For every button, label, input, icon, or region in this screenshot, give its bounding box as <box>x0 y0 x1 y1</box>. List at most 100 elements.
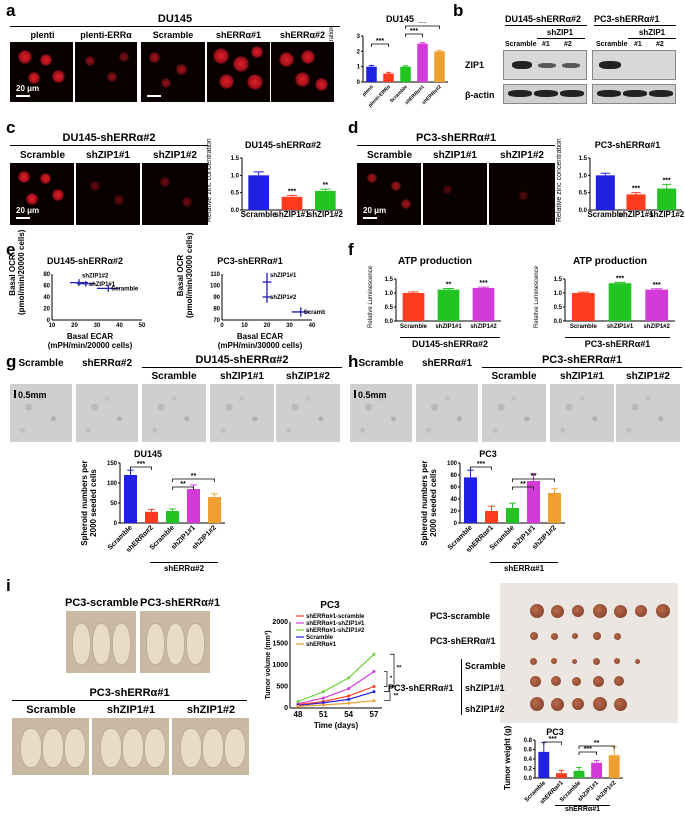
panel-e-right-xlabel: Basal ECAR (mPH/min/30000 cells) <box>217 332 303 350</box>
y-tick-label: 1500 <box>272 641 288 648</box>
spheroid-image <box>550 384 614 442</box>
x-tick-label: 40 <box>309 323 316 328</box>
tumor-specimen <box>614 658 620 664</box>
significance-label: *** <box>549 736 557 743</box>
tumor-specimen <box>593 657 600 665</box>
chart-i2: 0.00.20.40.60.8ScrambleshERRα#1Scrambles… <box>524 736 623 806</box>
panel-d-ylabel: Relative zinc concentration <box>556 138 563 222</box>
panel-g-xgroup: shERRα#2 <box>163 564 205 573</box>
chart-f2: 0.0 0.5 1.0 1.5 Scramble shZIP1#1 shZIP1#2 *** *… <box>554 275 675 330</box>
significance-label: *** <box>663 177 671 184</box>
significance-bracket <box>578 745 615 749</box>
western-blot-zip1 <box>503 50 587 80</box>
x-tick-label: shZIP1#1 <box>607 324 634 330</box>
spheroid-image: 0.5mm <box>350 384 412 442</box>
bar <box>472 287 495 321</box>
y-tick-label: 1.5 <box>554 277 563 283</box>
y-tick-label: 500 <box>276 684 288 691</box>
panel-h-group: PC3-shERRα#1 <box>541 354 623 366</box>
fluorescence-image <box>141 42 205 102</box>
panel-label-c: c <box>6 118 16 137</box>
significance-label: ** <box>323 182 329 189</box>
significance-label: ** <box>446 282 452 289</box>
y-tick-label: 1.0 <box>231 173 240 179</box>
y-tick-label: 0.0 <box>231 208 240 214</box>
significance-label: ** <box>394 693 399 699</box>
panel-a-image-label: shERRα#2 <box>279 30 326 40</box>
y-tick-label: 0.6 <box>524 748 533 754</box>
chart-e1: 10 20 30 40 50 0 20 40 60 80 shZIP1#2 shZIP1#1Scram… <box>43 272 146 328</box>
panel-g-image-label: shZIP1#1 <box>220 371 264 382</box>
y-tick-label: 2 <box>357 49 361 55</box>
y-tick-label: 2000 <box>272 619 288 626</box>
y-tick-label: 60 <box>450 485 457 491</box>
bar <box>463 477 478 523</box>
tumor-specimen <box>551 632 558 640</box>
mouse-photo <box>66 611 136 673</box>
y-tick-label: 3 <box>357 34 361 40</box>
lane-label: #2 <box>656 41 664 48</box>
y-tick-label: 0 <box>454 521 458 527</box>
x-tick-label: 30 <box>94 323 101 328</box>
y-tick-label: 0.0 <box>579 208 588 214</box>
x-tick-label: 51 <box>319 710 328 719</box>
fluorescence-image <box>76 163 140 225</box>
tumor-specimen <box>656 604 670 618</box>
x-tick-label: shZIP1#2 <box>643 324 670 330</box>
panel-e-left-ylabel: Basal OCR (pmol/min/20000 cells) <box>8 229 26 315</box>
western-blot-actin <box>592 84 676 104</box>
tumor-specimen <box>614 697 627 711</box>
x-tick-label: 40 <box>116 323 123 328</box>
bar <box>417 43 428 82</box>
tumor-specimen <box>593 632 601 640</box>
panel-c-chart-title: DU145-shERRα#2 <box>244 140 322 150</box>
bar <box>657 188 677 210</box>
significance-label: *** <box>479 280 487 287</box>
x-tick-label: 10 <box>49 323 56 328</box>
y-tick-label: 0 <box>114 521 118 527</box>
panel-b-group2: PC3-shERRα#1 <box>594 14 660 24</box>
y-tick-label: 40 <box>450 497 457 503</box>
bar <box>186 489 201 523</box>
panel-label-f: f <box>348 240 354 259</box>
panel-label-h: h <box>348 352 359 371</box>
tumor-specimen <box>593 675 604 687</box>
tumor-label: PC3-scramble <box>430 611 491 621</box>
significance-bracket <box>578 751 597 755</box>
point-label: Scramble <box>304 310 325 316</box>
x-tick-label: 30 <box>286 323 293 328</box>
y-tick-label: 0.4 <box>524 757 533 763</box>
tumor-specimen <box>614 604 627 618</box>
y-tick-label: 0 <box>357 80 361 86</box>
panel-i-weight-title: PC3 <box>546 727 564 737</box>
significance-label: *** <box>584 746 592 753</box>
mouse-photo <box>92 718 169 775</box>
legend-label: shERRα#1-scramble <box>306 614 365 620</box>
significance-bracket <box>384 691 391 702</box>
x-tick-label: 20 <box>71 323 78 328</box>
x-tick-label: 54 <box>344 710 353 719</box>
y-tick-label: 90 <box>213 295 220 301</box>
bar <box>608 283 632 321</box>
panel-d-title: PC3-shERRα#1 <box>415 132 497 144</box>
bar <box>400 66 411 82</box>
y-tick-label: 20 <box>43 307 50 313</box>
tumor-specimen <box>593 604 607 618</box>
y-tick-label: 0.2 <box>524 767 533 773</box>
tumor-label: shZIP1#1 <box>465 683 505 693</box>
data-point <box>372 685 376 688</box>
data-point <box>321 703 325 707</box>
panel-h-xgroup: shERRα#1 <box>503 564 545 573</box>
panel-h-image-label: Scramble <box>491 371 537 382</box>
data-point <box>347 701 351 705</box>
panel-h-ylabel: Spheroid numbers per 2000 seeded cells <box>420 460 438 546</box>
panel-b-subgroup: shZIP1 <box>638 28 666 37</box>
x-tick-label: 0 <box>220 323 224 328</box>
fluorescence-image <box>75 42 137 102</box>
significance-bracket <box>384 671 388 687</box>
panel-e-right-title: PC3-shERRα#1 <box>217 256 283 266</box>
panel-h-image-label: shZIP1#1 <box>560 371 604 382</box>
panel-g-image-label: shZIP1#2 <box>286 371 330 382</box>
panel-i-image-label: shZIP1#1 <box>106 704 156 716</box>
